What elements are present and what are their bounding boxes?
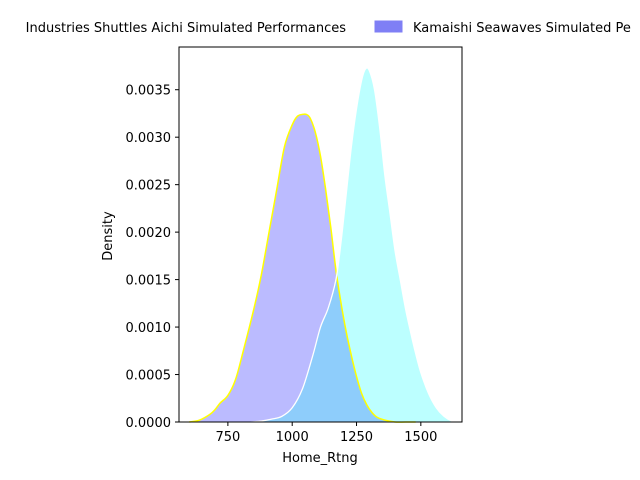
- series-area-2: [251, 67, 457, 422]
- plot-frame: [178, 46, 463, 423]
- x-tick-label: 1500: [404, 430, 437, 445]
- legend-label-2: Kamaishi Seawaves Simulated Pe: [413, 21, 631, 36]
- y-tick-label: 0.0020: [126, 226, 172, 241]
- x-tick-label: 750: [215, 430, 240, 445]
- series-area-1: [189, 114, 416, 423]
- y-tick-label: 0.0035: [126, 84, 172, 99]
- axes: 750 1000 1250 1500 0.0000 0.0005 0.0010 0.0015 0…: [126, 46, 463, 445]
- legend: Industries Shuttles Aichi Simulated Perf…: [26, 20, 631, 36]
- x-tick-label: 1000: [276, 430, 309, 445]
- series-line-2: [250, 67, 457, 423]
- legend-label-1: Industries Shuttles Aichi Simulated Perf…: [26, 21, 347, 36]
- x-tick-label: 1250: [340, 430, 373, 445]
- y-tick-label: 0.0025: [126, 179, 172, 194]
- x-axis-label: Home_Rtng: [282, 451, 358, 466]
- y-tick-label: 0.0005: [126, 369, 172, 384]
- y-axis-label: Density: [101, 211, 116, 261]
- y-tick-label: 0.0015: [126, 274, 172, 289]
- plot-area: [189, 67, 457, 423]
- legend-swatch-2: [374, 20, 403, 33]
- y-tick-label: 0.0010: [126, 321, 172, 336]
- series-line-1: [189, 113, 416, 423]
- y-tick-label: 0.0030: [126, 131, 172, 146]
- y-tick-label: 0.0000: [126, 416, 172, 431]
